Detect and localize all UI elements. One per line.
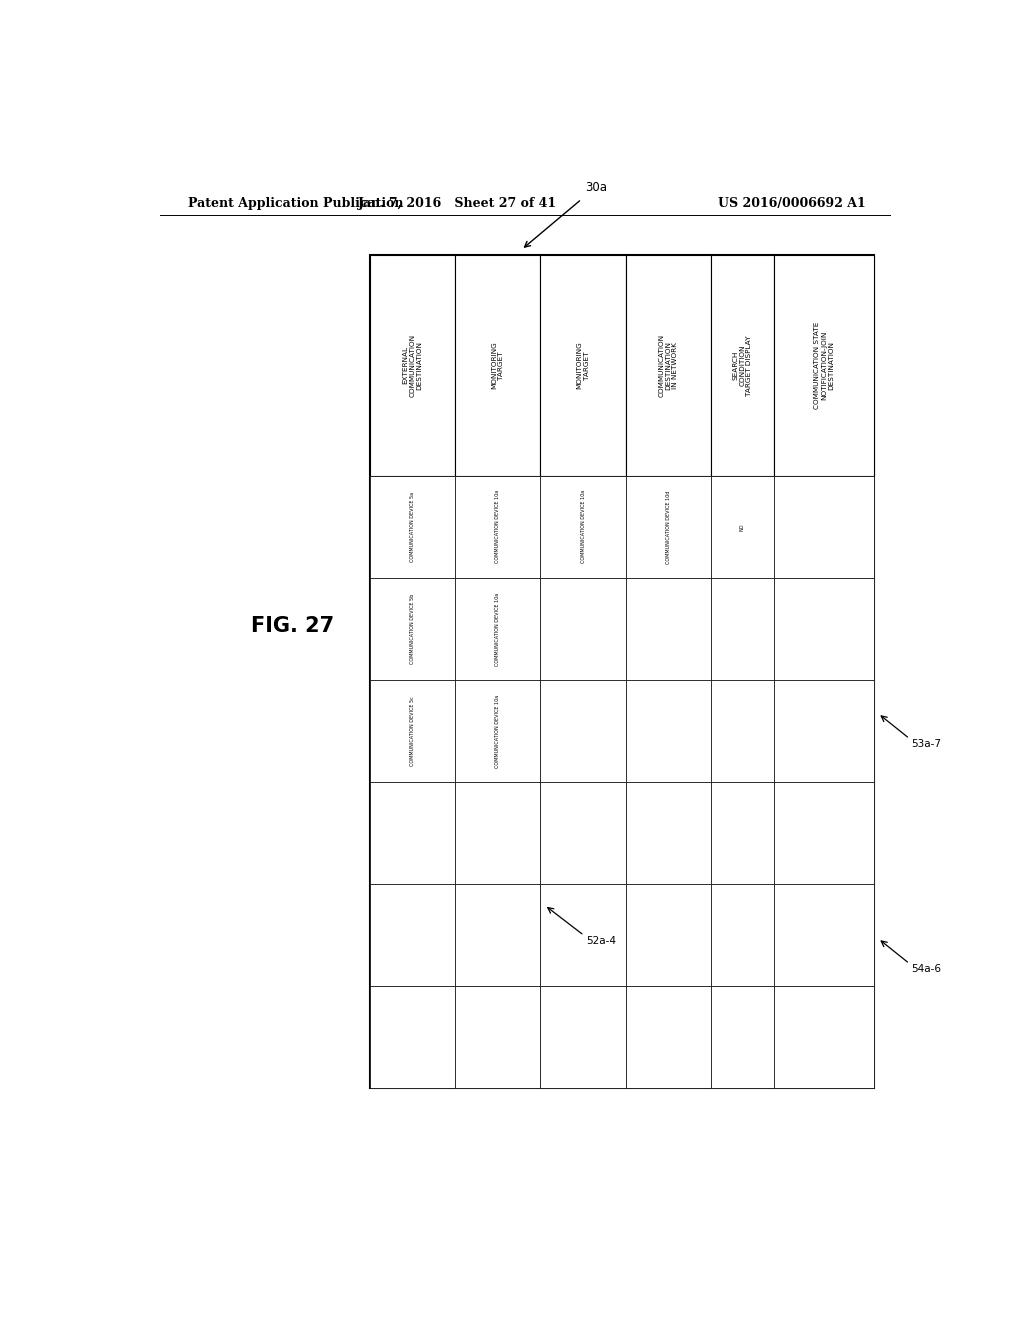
Bar (711, 884, 774, 986)
Bar (541, 986, 626, 1089)
Bar (626, 986, 711, 1089)
Text: COMMUNICATION STATE
NOTIFICATION-JOIN
DESTINATION: COMMUNICATION STATE NOTIFICATION-JOIN DE… (814, 322, 834, 409)
Text: COMMUNICATION DEVICE 10a: COMMUNICATION DEVICE 10a (496, 694, 501, 768)
Bar (541, 255, 626, 475)
Text: 52a-4: 52a-4 (586, 936, 615, 945)
Bar (370, 680, 456, 783)
Text: COMMUNICATION DEVICE 10a: COMMUNICATION DEVICE 10a (496, 593, 501, 665)
Text: COMMUNICATION DEVICE 10d: COMMUNICATION DEVICE 10d (666, 490, 671, 564)
Bar (370, 255, 456, 475)
Bar (456, 578, 541, 680)
Bar (370, 986, 456, 1089)
Bar (370, 578, 456, 680)
Bar (626, 884, 711, 986)
Text: 53a-7: 53a-7 (911, 739, 941, 748)
Bar (456, 986, 541, 1089)
Bar (370, 255, 874, 1089)
Text: COMMUNICATION DEVICE 10a: COMMUNICATION DEVICE 10a (581, 490, 586, 564)
Bar (774, 475, 874, 578)
Bar (774, 578, 874, 680)
Text: COMMUNICATION DEVICE 5a: COMMUNICATION DEVICE 5a (411, 492, 415, 562)
Text: SEARCH
CONDITION
TARGET DISPLAY: SEARCH CONDITION TARGET DISPLAY (732, 335, 753, 396)
Bar (541, 578, 626, 680)
Bar (370, 255, 541, 1089)
Bar (626, 783, 711, 884)
Text: MONITORING
TARGET: MONITORING TARGET (577, 342, 590, 389)
Bar (456, 783, 541, 884)
Bar (456, 680, 541, 783)
Text: Jan. 7, 2016   Sheet 27 of 41: Jan. 7, 2016 Sheet 27 of 41 (357, 197, 557, 210)
Bar (541, 475, 626, 578)
Bar (370, 475, 456, 578)
Bar (711, 680, 774, 783)
Text: COMMUNICATION DEVICE 5b: COMMUNICATION DEVICE 5b (411, 594, 415, 664)
Bar (774, 680, 874, 783)
Bar (626, 475, 711, 578)
Text: MONITORING
TARGET: MONITORING TARGET (492, 342, 505, 389)
Bar (626, 578, 711, 680)
Bar (370, 884, 456, 986)
Bar (711, 783, 774, 884)
Bar (541, 255, 873, 1089)
Bar (774, 884, 874, 986)
Bar (456, 884, 541, 986)
Bar (456, 255, 541, 475)
Bar (541, 884, 626, 986)
Text: NO: NO (740, 523, 744, 531)
Text: US 2016/0006692 A1: US 2016/0006692 A1 (718, 197, 866, 210)
Text: Patent Application Publication: Patent Application Publication (187, 197, 403, 210)
Text: COMMUNICATION DEVICE 5c: COMMUNICATION DEVICE 5c (411, 696, 415, 766)
Bar (456, 475, 541, 578)
Bar (774, 255, 874, 475)
Text: FIG. 27: FIG. 27 (251, 616, 334, 636)
Text: EXTERNAL
COMMUNICATION
DESTINATION: EXTERNAL COMMUNICATION DESTINATION (402, 334, 423, 397)
Bar (541, 783, 626, 884)
Bar (711, 255, 774, 475)
Bar (711, 986, 774, 1089)
Bar (541, 680, 626, 783)
Bar (711, 578, 774, 680)
Text: COMMUNICATION DEVICE 10a: COMMUNICATION DEVICE 10a (496, 490, 501, 564)
Bar (711, 475, 774, 578)
Bar (774, 783, 874, 884)
Bar (774, 986, 874, 1089)
Text: COMMUNICATION
DESTINATION
IN NETWORK: COMMUNICATION DESTINATION IN NETWORK (658, 334, 678, 397)
Text: 30a: 30a (586, 181, 607, 194)
Bar (370, 783, 456, 884)
Text: 54a-6: 54a-6 (911, 964, 941, 974)
Bar (626, 255, 711, 475)
Bar (626, 680, 711, 783)
